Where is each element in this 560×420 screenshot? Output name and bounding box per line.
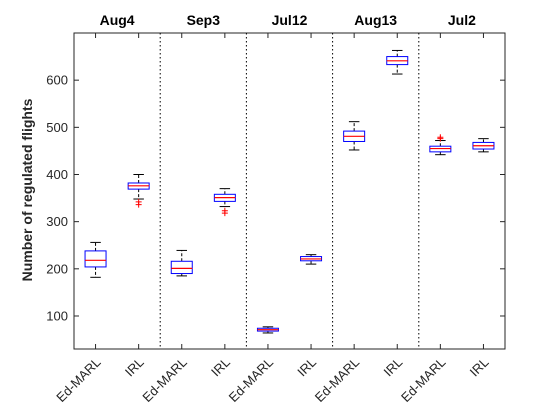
x-tick-label: IRL	[467, 355, 492, 380]
group-label: Sep3	[187, 12, 221, 28]
y-tick-label: 100	[46, 308, 68, 323]
box	[84, 250, 107, 268]
group-label: Jul12	[272, 12, 308, 28]
y-tick-label: 400	[46, 167, 68, 182]
y-tick-label: 300	[46, 214, 68, 229]
group-label: Aug13	[354, 12, 397, 28]
y-tick-label: 500	[46, 120, 68, 135]
x-tick-label: Ed-MARL	[312, 355, 362, 405]
y-tick-label: 600	[46, 73, 68, 88]
box	[170, 260, 193, 275]
x-tick-label: IRL	[122, 355, 147, 380]
outlier-marker	[221, 210, 228, 217]
y-tick-label: 200	[46, 261, 68, 276]
x-tick-label: Ed-MARL	[398, 355, 448, 405]
x-tick-label: Ed-MARL	[53, 355, 103, 405]
x-tick-label: IRL	[380, 355, 405, 380]
group-label: Aug4	[100, 12, 135, 28]
y-axis-label: Number of regulated flights	[19, 98, 35, 281]
plot-frame	[73, 32, 506, 350]
outlier-marker	[135, 201, 142, 208]
x-tick-label: IRL	[294, 355, 319, 380]
x-tick-label: IRL	[208, 355, 233, 380]
outlier-marker	[437, 134, 444, 141]
x-tick-label: Ed-MARL	[139, 355, 189, 405]
x-tick-label: Ed-MARL	[226, 355, 276, 405]
group-label: Jul2	[448, 12, 476, 28]
